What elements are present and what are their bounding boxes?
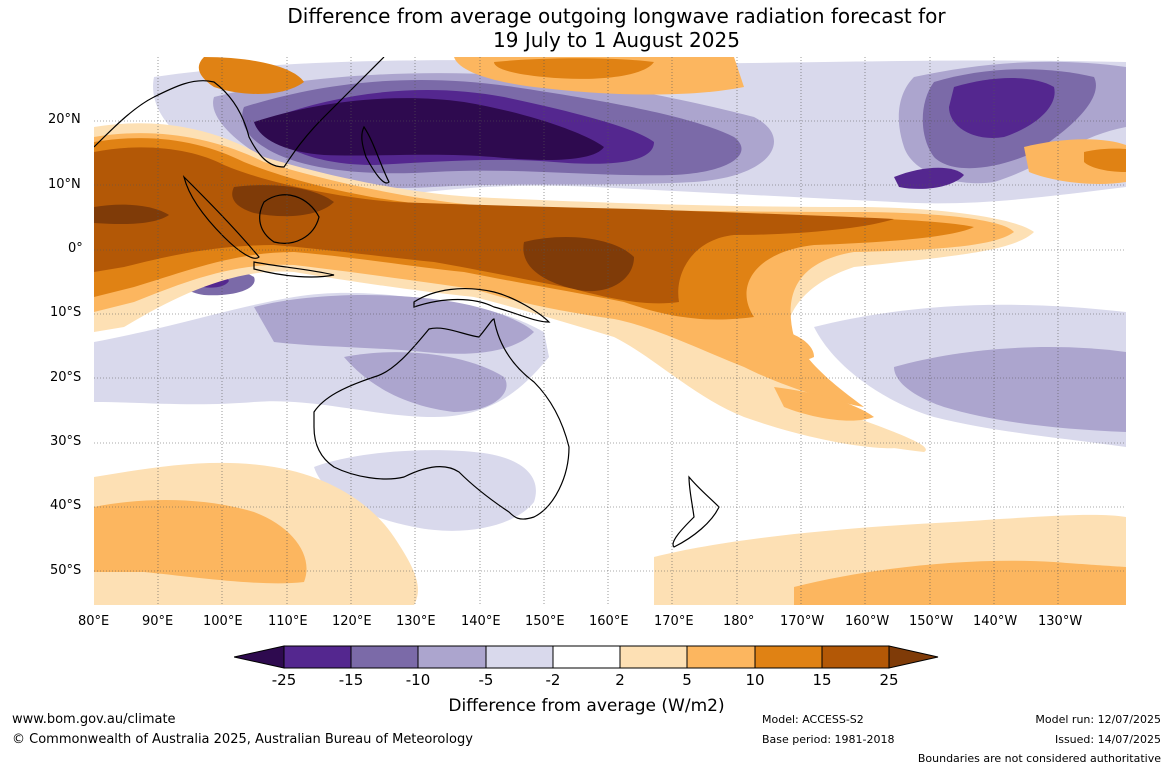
coastlines <box>94 57 720 548</box>
lon-label-120e: 120°E <box>332 614 372 629</box>
colorbar-tick-label: -5 <box>478 671 494 689</box>
lon-label-160e: 160°E <box>589 614 629 629</box>
colorbar-tick-label: 15 <box>812 671 832 689</box>
lat-label-20n: 20°N <box>48 112 81 127</box>
colorbar-arrow-high <box>888 645 939 669</box>
colorbar-bin-minus5-minus2 <box>485 645 554 669</box>
lon-label-110e: 110°E <box>268 614 308 629</box>
colorbar-tick-label: -25 <box>271 671 297 689</box>
colorbar-bin-minus25-minus15 <box>283 645 352 669</box>
lon-label-140e: 140°E <box>461 614 501 629</box>
lat-label-40s: 40°S <box>50 498 82 513</box>
lon-label-180: 180° <box>723 614 755 629</box>
lat-label-10n: 10°N <box>48 177 81 192</box>
lon-label-130e: 130°E <box>396 614 436 629</box>
website-link-text: www.bom.gov.au/climate <box>12 712 176 727</box>
map-title-line-1: Difference from average outgoing longwav… <box>287 4 946 28</box>
colorbar-bin-2-5 <box>619 645 688 669</box>
boundaries-disclaimer: Boundaries are not considered authoritat… <box>917 752 1161 765</box>
colorbar-tick-label: 10 <box>745 671 765 689</box>
lon-label-160w: 160°W <box>845 614 890 629</box>
base-period: Base period: 1981-2018 <box>762 733 895 746</box>
lon-label-80e: 80°E <box>78 614 110 629</box>
lat-label-10s: 10°S <box>50 305 82 320</box>
asia-outline <box>94 57 385 168</box>
colorbar-tick-label: 5 <box>682 671 692 689</box>
colorbar-tick-label: -15 <box>338 671 364 689</box>
colorbar-title: Difference from average (W/m2) <box>448 696 725 716</box>
lon-label-140w: 140°W <box>973 614 1018 629</box>
colorbar-tick-label: 25 <box>879 671 899 689</box>
lat-label-30s: 30°S <box>50 434 82 449</box>
colorbar-bin-10-15 <box>754 645 823 669</box>
colorbar <box>234 645 939 669</box>
colorbar-bin-minus2-2 <box>552 645 621 669</box>
colorbar-bin-5-10 <box>686 645 756 669</box>
colorbar-tick-label: 2 <box>615 671 625 689</box>
philippines-outline <box>361 125 390 184</box>
anomaly-field-positive <box>94 57 1126 605</box>
java-outline <box>253 261 335 278</box>
borneo-outline <box>259 194 320 244</box>
lon-label-90e: 90°E <box>142 614 174 629</box>
lon-label-100e: 100°E <box>203 614 243 629</box>
colorbar-tick-label: -10 <box>405 671 431 689</box>
colorbar-bin-minus10-minus5 <box>417 645 487 669</box>
lat-label-equator: 0° <box>68 241 83 256</box>
colorbar-arrow-low <box>234 645 285 669</box>
lon-label-150w: 150°W <box>909 614 954 629</box>
new-guinea-outline <box>413 288 551 323</box>
lon-label-170e: 170°E <box>654 614 694 629</box>
lat-label-20s: 20°S <box>50 370 82 385</box>
map-title-line-2: 19 July to 1 August 2025 <box>493 28 740 52</box>
colorbar-bin-minus15-minus10 <box>350 645 419 669</box>
lon-label-150e: 150°E <box>525 614 565 629</box>
sumatra-outline <box>182 175 260 259</box>
anomaly-field-negative-north <box>153 60 1126 204</box>
map-gridlines <box>94 57 1126 605</box>
model-name: Model: ACCESS-S2 <box>762 713 864 726</box>
lon-label-130w: 130°W <box>1038 614 1083 629</box>
new-zealand-outline <box>672 475 720 548</box>
lon-label-170w: 170°W <box>780 614 825 629</box>
colorbar-bin-15-25 <box>821 645 890 669</box>
olr-anomaly-map <box>94 57 1126 605</box>
lat-label-50s: 50°S <box>50 563 82 578</box>
australia-outline <box>313 318 570 520</box>
colorbar-tick-label: -2 <box>545 671 561 689</box>
issued-date: Issued: 14/07/2025 <box>1054 733 1161 746</box>
model-run-date: Model run: 12/07/2025 <box>1035 713 1161 726</box>
copyright-text: © Commonwealth of Australia 2025, Austra… <box>12 732 473 747</box>
